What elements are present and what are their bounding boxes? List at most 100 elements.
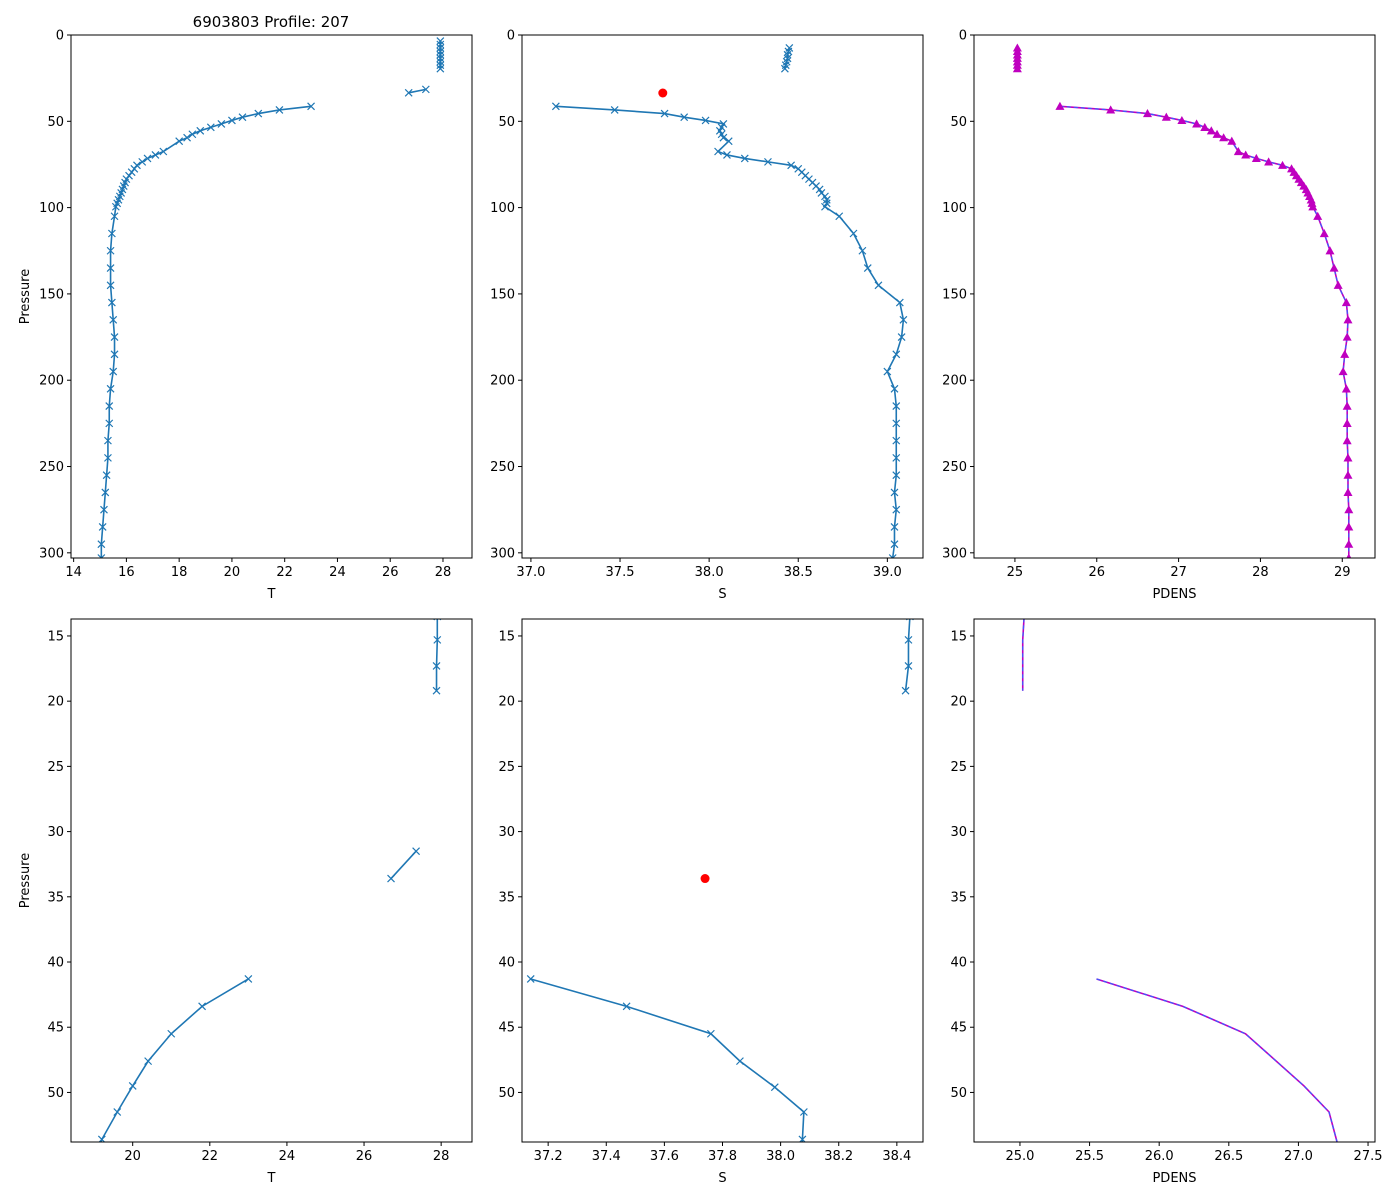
data-point — [895, 298, 904, 307]
x-tick-label: 20 — [224, 565, 241, 580]
data-point — [97, 540, 106, 549]
series-line-dashed — [1096, 978, 1338, 1142]
x-tick-label: 18 — [171, 565, 188, 580]
x-tick-label: 27 — [1170, 565, 1187, 580]
data-point — [106, 281, 115, 290]
data-point — [1313, 211, 1323, 220]
series-line-dashed — [1059, 105, 1350, 558]
data-point — [206, 123, 215, 132]
series-line — [408, 88, 426, 94]
data-point — [822, 195, 831, 204]
data-point — [105, 419, 114, 428]
data-point — [111, 202, 120, 211]
data-point — [1341, 384, 1351, 393]
data-point — [1200, 122, 1210, 131]
data-point — [783, 50, 792, 59]
data-point — [275, 105, 284, 114]
data-point — [436, 44, 445, 52]
data-point — [238, 113, 247, 122]
data-point — [188, 130, 197, 139]
y-tick-label: 40 — [498, 956, 515, 971]
data-point — [770, 1083, 779, 1092]
x-tick-label: 14 — [65, 565, 82, 580]
y-tick-label: 35 — [950, 890, 967, 905]
panel-bottom-temperature: 20 22 24 26 28 15 20 25 30 35 40 45 50 T Pressure — [18, 618, 473, 1186]
x-tick-label: 37.5 — [606, 565, 635, 580]
data-point — [1192, 119, 1202, 128]
data-point — [228, 116, 236, 125]
y-tick-label: 25 — [950, 760, 967, 775]
x-tick-label: 26.5 — [1214, 1149, 1243, 1164]
data-point — [892, 436, 901, 445]
data-point — [1161, 112, 1171, 121]
data-point — [109, 315, 118, 324]
data-point — [128, 1081, 137, 1090]
data-point — [714, 147, 722, 156]
data-point — [412, 847, 421, 856]
x-tick-label: 25.5 — [1075, 1149, 1104, 1164]
x-tick-label: 28 — [433, 1149, 450, 1164]
data-point — [1342, 436, 1352, 445]
data-point — [1344, 505, 1354, 514]
x-tick-label: 22 — [202, 1149, 219, 1164]
data-point — [892, 471, 901, 480]
plot-area — [97, 619, 442, 1142]
data-point — [1319, 228, 1329, 238]
x-tick-label: 38.2 — [824, 1149, 853, 1164]
data-point — [151, 151, 160, 159]
x-axis-label: PDENS — [1152, 587, 1196, 602]
flagged-point — [658, 88, 668, 98]
data-point — [680, 113, 689, 122]
data-point — [217, 119, 226, 128]
x-tick-label: 26.0 — [1145, 1149, 1174, 1164]
data-point — [890, 488, 899, 497]
y-tick-label: 15 — [498, 629, 515, 644]
y-axis-label: Pressure — [18, 853, 33, 909]
data-point — [892, 350, 901, 359]
data-point — [849, 229, 858, 238]
y-tick-label: 200 — [942, 374, 967, 389]
data-point — [1206, 126, 1216, 135]
x-axis-label: T — [267, 587, 276, 602]
data-point — [780, 64, 789, 73]
x-tick-label: 39.0 — [873, 565, 902, 580]
y-tick-label: 250 — [942, 460, 967, 475]
y-tick-label: 300 — [942, 546, 967, 561]
data-point — [1251, 153, 1261, 163]
data-point — [901, 686, 910, 695]
y-tick-label: 50 — [950, 1086, 967, 1101]
data-point — [899, 315, 908, 324]
data-point — [890, 540, 899, 549]
data-point — [307, 102, 315, 111]
data-point — [436, 54, 445, 63]
data-point — [244, 975, 253, 983]
data-point — [167, 1029, 176, 1038]
data-point — [622, 1002, 631, 1011]
data-point — [1177, 115, 1187, 125]
data-point — [1342, 401, 1352, 410]
y-tick-label: 20 — [498, 695, 515, 710]
x-axis-label: S — [718, 587, 726, 602]
data-point — [904, 662, 913, 670]
y-tick-label: 20 — [950, 695, 967, 710]
data-point — [890, 523, 899, 531]
data-point — [196, 126, 205, 135]
plot-area — [97, 37, 445, 558]
data-point — [706, 1029, 715, 1038]
data-point — [101, 488, 110, 497]
data-point — [1106, 105, 1116, 114]
data-point — [159, 147, 168, 156]
data-point — [97, 554, 106, 558]
data-point — [436, 37, 445, 45]
x-tick-label: 20 — [124, 1149, 141, 1164]
data-point — [183, 133, 192, 142]
data-point — [109, 367, 118, 376]
data-point — [198, 1002, 207, 1011]
y-tick-label: 45 — [47, 1021, 64, 1036]
x-tick-label: 26 — [382, 565, 399, 580]
data-point — [892, 505, 901, 514]
series-line — [390, 850, 417, 880]
data-point — [1343, 470, 1353, 479]
y-tick-label: 150 — [942, 287, 967, 302]
